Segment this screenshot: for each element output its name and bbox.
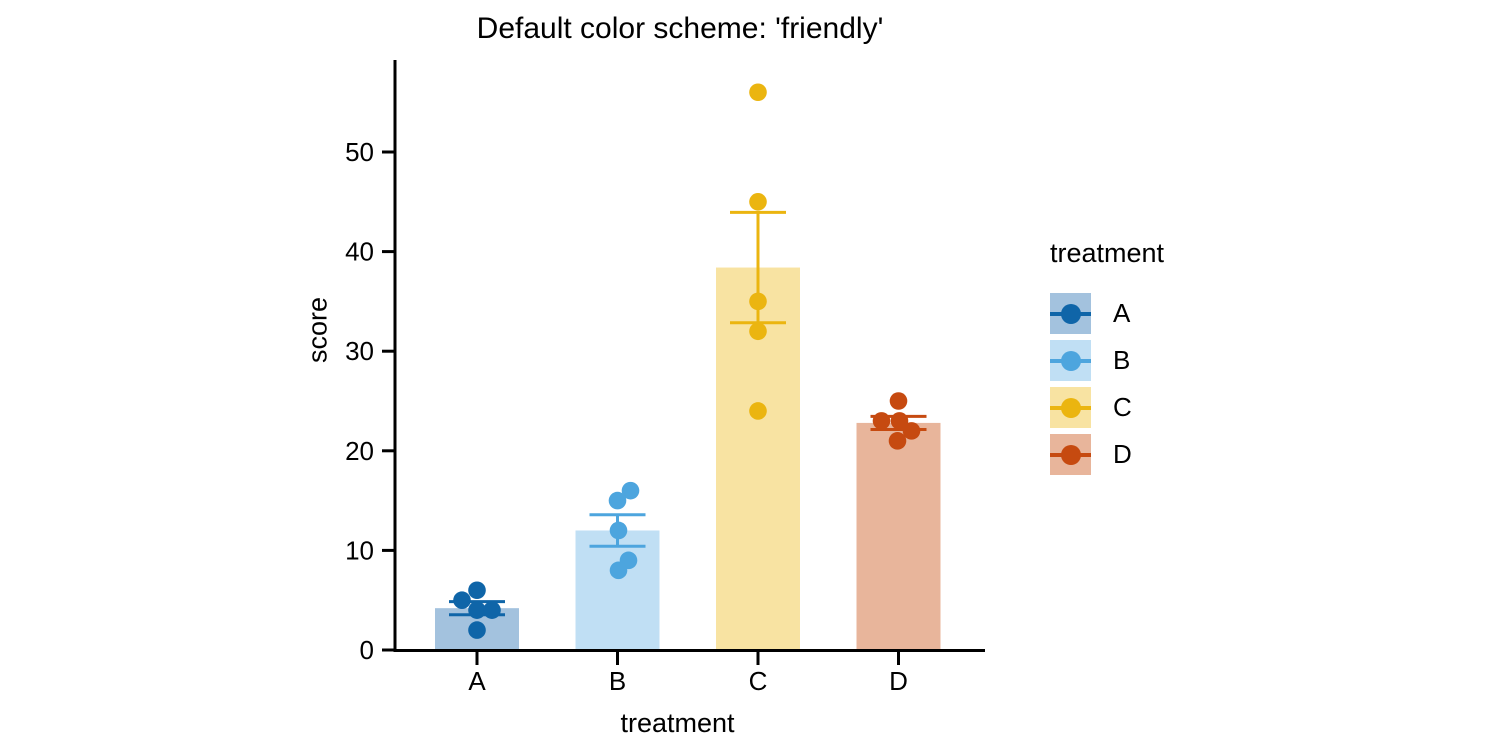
- data-point-b: [609, 561, 628, 580]
- x-tick-label: D: [889, 666, 908, 696]
- data-point-d: [902, 422, 921, 440]
- data-point-b: [609, 521, 628, 540]
- y-tick-label: 30: [345, 336, 374, 366]
- y-axis-title: score: [302, 296, 333, 364]
- data-point-a: [468, 601, 486, 619]
- data-point-a: [453, 591, 471, 609]
- data-point-b: [608, 491, 627, 510]
- data-point-d: [872, 412, 891, 430]
- y-tick-label: 50: [345, 137, 374, 167]
- legend-key-dot: [1060, 350, 1081, 371]
- legend-label: B: [1113, 345, 1131, 375]
- data-point-a: [468, 581, 486, 600]
- data-point-d: [888, 432, 907, 450]
- legend-item-a: A: [1050, 293, 1164, 334]
- legend-key-icon: [1050, 340, 1091, 381]
- y-tick-label: 10: [345, 535, 374, 565]
- legend: treatment A B C D: [1050, 238, 1164, 481]
- legend-key-icon: [1050, 434, 1091, 475]
- data-point-a: [468, 621, 486, 639]
- data-point-c: [749, 83, 767, 102]
- bar-d: [856, 422, 941, 651]
- x-tick-label: B: [609, 666, 626, 696]
- legend-label: C: [1113, 392, 1132, 422]
- chart-title: Default color scheme: 'friendly': [476, 12, 884, 45]
- x-tick-label: C: [749, 666, 768, 696]
- data-point-a: [483, 601, 501, 619]
- legend-key-icon: [1050, 387, 1091, 428]
- y-tick-label: 0: [360, 635, 374, 665]
- legend-key-dot: [1060, 444, 1081, 465]
- legend-label: A: [1113, 298, 1131, 328]
- bar-b: [575, 530, 660, 651]
- y-tick-label: 20: [345, 436, 374, 466]
- legend-key-dot: [1060, 303, 1081, 324]
- data-point-c: [749, 322, 767, 341]
- legend-key-icon: [1050, 293, 1091, 334]
- legend-key-dot: [1060, 397, 1081, 418]
- data-point-c: [749, 292, 767, 311]
- x-axis-title: treatment: [620, 708, 735, 738]
- data-point-d: [889, 392, 908, 410]
- legend-item-b: B: [1050, 340, 1164, 381]
- legend-title: treatment: [1050, 238, 1165, 268]
- data-point-c: [749, 193, 767, 211]
- data-point-c: [749, 402, 767, 420]
- legend-label: D: [1113, 439, 1132, 469]
- legend-item-c: C: [1050, 387, 1164, 428]
- legend-item-d: D: [1050, 434, 1164, 475]
- x-tick-label: A: [468, 666, 486, 696]
- y-tick-label: 40: [345, 237, 374, 267]
- data-point-b: [621, 481, 640, 500]
- data-point-d: [890, 412, 909, 430]
